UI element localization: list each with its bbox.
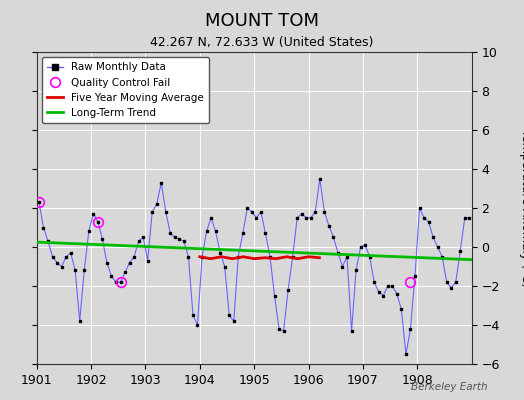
Text: 42.267 N, 72.633 W (United States): 42.267 N, 72.633 W (United States): [150, 36, 374, 49]
Text: MOUNT TOM: MOUNT TOM: [205, 12, 319, 30]
Y-axis label: Temperature Anomaly (°C): Temperature Anomaly (°C): [519, 129, 524, 287]
Legend: Raw Monthly Data, Quality Control Fail, Five Year Moving Average, Long-Term Tren: Raw Monthly Data, Quality Control Fail, …: [42, 57, 209, 123]
Text: Berkeley Earth: Berkeley Earth: [411, 382, 487, 392]
